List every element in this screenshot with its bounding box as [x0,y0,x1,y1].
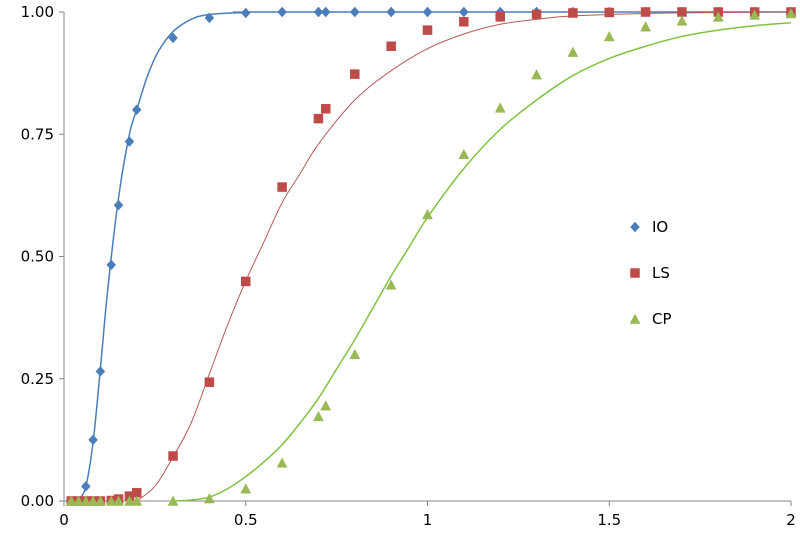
point-cp [749,9,761,20]
axes: 0.00 0.25 0.50 0.75 1.00 0 0.5 1 1.5 2 [21,3,796,529]
point-cp [113,495,124,506]
point-io [386,6,396,18]
fit-line-io [71,11,792,502]
point-cp [131,495,143,506]
fit-line-cp [173,22,792,502]
point-cp [531,69,542,80]
point-io [204,12,215,24]
point-io [95,366,106,377]
point-ls [640,7,651,17]
point-cp [712,11,724,22]
point-io [124,136,135,147]
point-cp [65,495,77,506]
point-cp [105,495,117,506]
point-io [349,6,360,18]
point-ls [350,69,360,79]
y-tick-label: 0.25 [21,370,54,388]
point-ls [386,41,396,51]
point-cp [240,483,252,494]
point-ls [604,7,614,18]
point-io [113,199,124,211]
point-ls [531,9,542,20]
point-cp [276,457,288,468]
point-cp [94,495,106,506]
point-io [313,6,324,18]
point-ls [459,17,469,27]
point-io [131,104,142,116]
legend-marker-cp [629,313,641,324]
point-ls [204,377,215,387]
point-ls [277,182,287,192]
point-cp [167,495,179,506]
point-cp [567,46,579,57]
point-io [88,434,98,446]
x-tick-label: 1.5 [597,511,621,529]
point-io [459,6,469,18]
legend-label: IO [652,218,668,236]
series-ls [66,7,796,506]
point-io [168,32,178,44]
point-cp [87,495,99,506]
point-cp [203,493,215,504]
point-io [106,259,117,271]
point-ls [677,7,687,17]
point-cp [422,208,433,220]
point-cp [385,279,397,290]
point-cp [80,495,92,506]
point-cp [320,400,332,411]
legend-item-ls: LS [630,264,670,282]
point-cp [676,15,688,26]
point-ls [495,12,505,22]
point-cp [124,495,135,506]
x-tick-label: 0 [59,511,69,529]
point-io [240,7,251,19]
point-ls [320,104,331,114]
point-cp [313,410,324,422]
point-cp [603,30,615,42]
series-io [66,6,796,507]
point-cp [494,102,506,113]
legend-marker-ls [630,268,640,278]
point-io [277,6,287,18]
point-cp [640,21,652,32]
y-tick-label: 0.75 [21,125,54,143]
point-cp [785,7,797,19]
legend-item-cp: CP [629,310,672,328]
point-io [422,6,433,18]
series-cp [65,7,797,506]
point-io [80,480,91,492]
legend: IO LS CP [629,218,672,328]
point-io [320,6,331,18]
point-ls [313,113,324,124]
fit-line-ls [136,11,792,502]
x-tick-label: 1 [423,511,433,529]
point-ls [422,25,433,35]
y-tick-label: 1.00 [21,3,54,21]
point-cp [73,495,84,506]
point-ls [568,8,578,18]
point-cp [458,148,470,160]
legend-item-io: IO [630,218,668,236]
y-tick-label: 0.50 [21,248,54,266]
data-markers [65,6,797,507]
legend-label: CP [652,310,672,328]
point-ls [241,276,251,287]
legend-marker-io [630,221,640,233]
y-tick-label: 0.00 [21,492,54,510]
x-tick-label: 0.5 [234,511,258,529]
point-ls [168,451,178,461]
point-cp [349,348,361,360]
x-tick-label: 2 [786,511,796,529]
fit-lines [71,11,792,502]
legend-label: LS [652,264,670,282]
